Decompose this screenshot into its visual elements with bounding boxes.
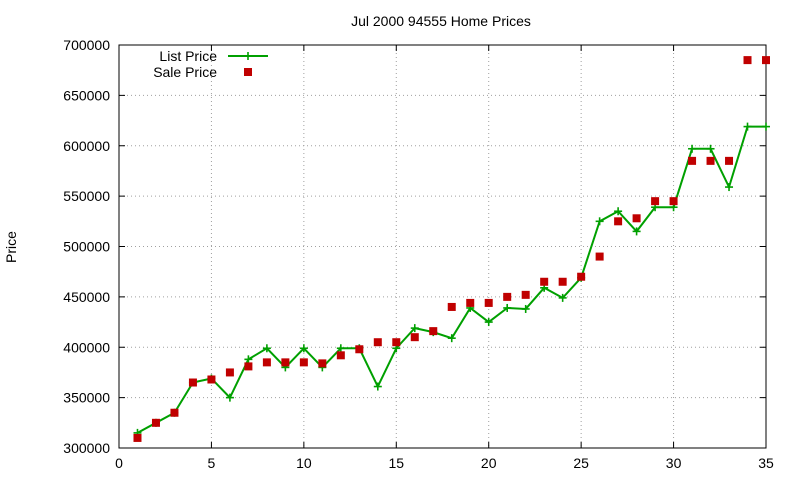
sale-price-point [762,56,770,65]
x-tick-label: 30 [666,455,682,471]
list-price-point [484,318,493,327]
y-tick-label: 400000 [63,339,110,355]
sale-price-point [188,378,197,387]
grid-layer [119,45,766,448]
list-price-point [244,355,253,364]
list-price-point [688,144,697,153]
sale-price-point [262,358,271,367]
sale-price-point [207,375,216,384]
sale-price-point [318,359,327,368]
y-tick-label: 600000 [63,138,110,154]
sale-price-point [577,272,586,281]
list-price-point [410,324,419,333]
sale-price-point [484,298,493,307]
sale-price-point [410,333,419,342]
sale-price-point [355,345,364,354]
x-tick-label: 25 [573,455,589,471]
sale-price-point [614,217,623,226]
y-tick-label: 700000 [63,37,110,53]
list-price-point [595,217,604,226]
x-tick-label: 35 [758,455,774,471]
list-price-point [558,293,567,302]
sale-price-point [743,56,752,65]
sale-price-point [669,197,678,206]
chart-title: Jul 2000 94555 Home Prices [351,13,531,29]
sale-price-point [299,358,308,367]
legend-label-sale-price: Sale Price [153,64,217,80]
list-price-point [706,144,715,153]
list-price-point [262,344,271,353]
sale-price-point [503,292,512,301]
sale-price-point [429,327,438,336]
series-layer [133,56,770,442]
y-tick-label: 300000 [63,440,110,456]
legend-label-list-price: List Price [159,48,217,64]
sale-price-point [170,408,179,417]
sale-price-point [466,298,475,307]
list-price-line [137,125,766,434]
sale-price-point [651,197,660,206]
sale-price-point [540,277,549,286]
list-price-point [521,304,530,313]
sale-price-point [725,156,734,165]
y-tick-label: 650000 [63,87,110,103]
sale-price-point [632,214,641,223]
x-tick-label: 0 [115,455,123,471]
sale-price-point [244,362,253,371]
axis-layer: 0 5 10 15 20 25 30 35 300000 350000 400000 450000 50… [63,37,774,471]
y-tick-label: 500000 [63,239,110,255]
sale-price-point [447,302,456,311]
sale-price-point [373,338,382,347]
plot-frame [118,44,767,449]
sale-price-point [595,252,604,261]
list-price-point [447,334,456,343]
x-tick-label: 10 [296,455,312,471]
sale-price-point [392,338,401,347]
x-tick-label: 15 [388,455,404,471]
sale-price-point [688,156,697,165]
list-price-point [762,122,770,131]
list-price-point [614,207,623,216]
sale-price-point [281,358,290,367]
legend-marker-sale-price [244,68,252,76]
list-price-point [743,122,752,131]
x-tick-label: 5 [208,455,216,471]
list-price-point [632,227,641,236]
sale-price-point [521,290,530,299]
y-tick-label: 450000 [63,289,110,305]
x-tick-label: 20 [481,455,497,471]
y-axis-label: Price [3,231,19,263]
list-price-point [503,303,512,312]
y-tick-label: 350000 [63,390,110,406]
legend: List Price Sale Price [153,48,268,80]
list-price-point [225,393,234,402]
sale-price-point [336,351,345,360]
list-price-point [336,344,345,353]
list-price-point [373,382,382,391]
y-tick-label: 550000 [63,188,110,204]
list-price-point [299,344,308,353]
list-price-point [725,183,734,192]
sale-price-point [151,418,160,427]
sale-price-point [706,156,715,165]
sale-price-point [225,368,234,377]
sale-price-point [558,277,567,286]
sale-price-point [133,433,142,442]
